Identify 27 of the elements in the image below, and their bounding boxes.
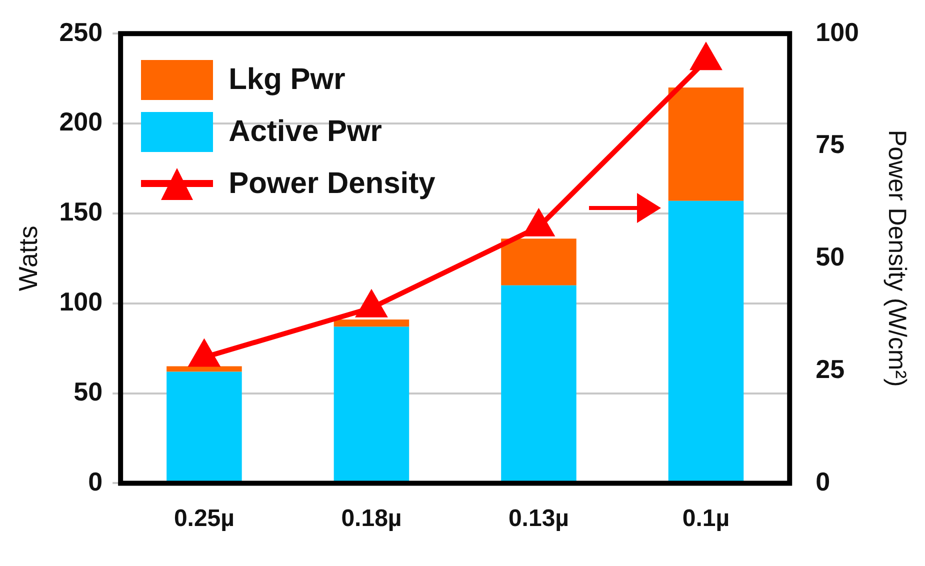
y-tick-label: 250 [59,16,103,47]
x-tick-label: 0.18µ [341,505,402,532]
x-tick-label: 0.25µ [174,505,234,532]
bar [334,320,410,327]
y2-tick-label: 0 [816,466,830,496]
y2-tick-label: 25 [816,354,845,384]
y-tick-label: 100 [59,286,103,317]
x-tick-label: 0.1µ [682,505,730,532]
bar [166,372,242,482]
legend-label: Active Pwr [228,114,382,149]
y-tick-label: 0 [88,466,103,496]
y2-axis-title: Power Density (W/cm²) [883,130,912,387]
bar [668,88,744,201]
y2-tick-label: 100 [816,16,860,47]
bar [668,200,744,482]
legend-label: Power Density [228,166,436,201]
legend-label: Lkg Pwr [228,62,346,97]
bar [334,326,410,482]
bar [501,238,576,286]
bar [501,285,576,482]
y-tick-label: 50 [74,376,103,406]
y-tick-label: 200 [59,106,103,137]
y2-tick-label: 50 [816,242,845,272]
y2-tick-label: 75 [816,129,845,160]
x-tick-label: 0.13µ [508,505,570,532]
y-axis-title: Watts [12,226,43,292]
y-tick-label: 150 [59,196,103,227]
